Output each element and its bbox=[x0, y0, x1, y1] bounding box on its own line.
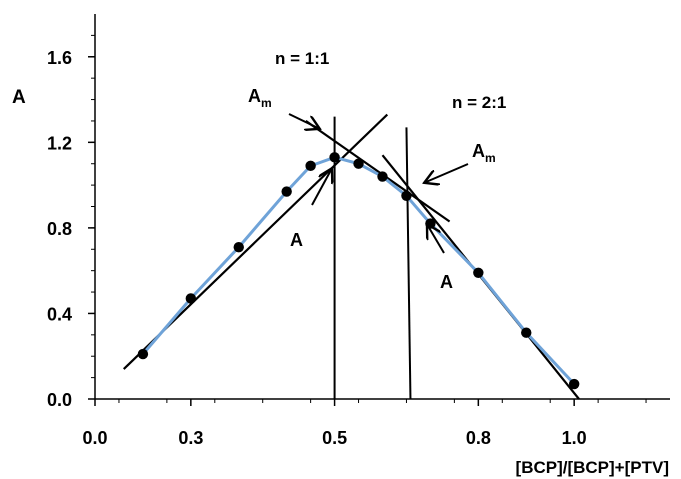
data-point bbox=[377, 171, 388, 182]
data-points bbox=[137, 152, 580, 390]
data-point bbox=[329, 152, 340, 163]
vertical-line bbox=[405, 127, 412, 400]
annotation-am-right-sub: m bbox=[485, 151, 496, 165]
data-point bbox=[185, 293, 197, 304]
arrow-am-right bbox=[426, 163, 469, 182]
annotation-am-right: Am bbox=[472, 141, 496, 165]
y-tick-label: 0.0 bbox=[47, 390, 72, 410]
y-tick-label: 0.4 bbox=[47, 304, 72, 324]
x-axis-label: [BCP]/[BCP]+[PTV] bbox=[516, 458, 669, 477]
data-point bbox=[305, 160, 316, 172]
data-point bbox=[353, 158, 364, 169]
tangent-line bbox=[305, 120, 451, 223]
y-tick-label: 0.8 bbox=[47, 219, 72, 239]
arrow-a-right bbox=[428, 226, 445, 254]
series-curve bbox=[141, 155, 576, 386]
x-tick-label: 0.0 bbox=[82, 428, 107, 448]
axes bbox=[94, 14, 670, 400]
annotation-am-left-sub: m bbox=[261, 96, 272, 110]
vertical-lines bbox=[333, 116, 412, 400]
data-point bbox=[568, 378, 580, 390]
annotation-am-left-main: A bbox=[248, 86, 261, 106]
arrow-a-left bbox=[311, 170, 331, 206]
data-point bbox=[521, 327, 532, 338]
annotation-a-right: A bbox=[440, 272, 453, 292]
y-ticks bbox=[88, 34, 95, 400]
data-point bbox=[233, 241, 244, 253]
annotation-am-right-main: A bbox=[472, 141, 485, 161]
y-tick-labels: 0.0 0.4 0.8 1.2 1.6 bbox=[47, 48, 72, 410]
x-tick-label: 0.8 bbox=[466, 428, 491, 448]
annotation-n-2-1: n = 2:1 bbox=[452, 93, 506, 112]
y-axis-label: A bbox=[12, 87, 26, 108]
data-point bbox=[281, 186, 292, 197]
data-point bbox=[401, 190, 412, 202]
annotation-a-left: A bbox=[290, 230, 303, 250]
tangent-lines bbox=[122, 113, 580, 400]
x-tick-label: 1.0 bbox=[562, 428, 587, 448]
arrow-am-left bbox=[288, 113, 318, 128]
annotation-n-1-1: n = 1:1 bbox=[275, 49, 329, 68]
annotation-am-left: Am bbox=[248, 86, 272, 110]
data-point bbox=[137, 348, 149, 360]
x-ticks bbox=[94, 399, 647, 406]
x-tick-label: 0.5 bbox=[322, 428, 347, 448]
x-tick-label: 0.3 bbox=[178, 428, 203, 448]
y-tick-label: 1.2 bbox=[47, 133, 72, 153]
y-tick-label: 1.6 bbox=[47, 48, 72, 68]
data-point bbox=[473, 267, 484, 279]
data-point bbox=[425, 218, 436, 229]
x-tick-labels: 0.0 0.3 0.5 0.8 1.0 bbox=[82, 428, 586, 448]
